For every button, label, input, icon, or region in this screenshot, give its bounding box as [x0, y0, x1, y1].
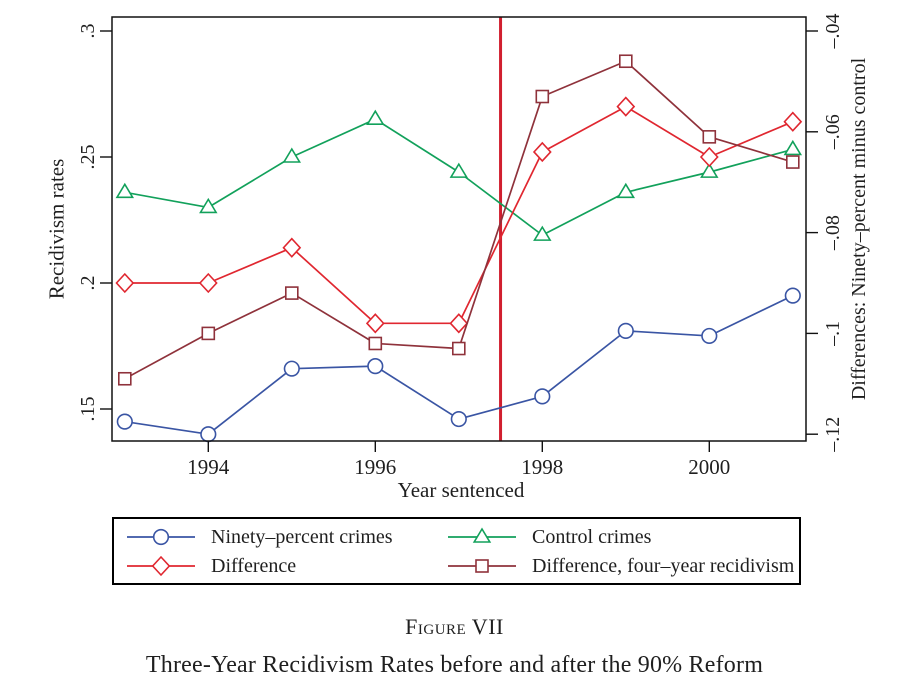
- triangle-marker: [700, 162, 719, 178]
- diamond-marker: [449, 313, 469, 334]
- square-marker: [284, 286, 299, 300]
- left-tick-label: .15: [77, 397, 99, 422]
- series-line: [124, 105, 794, 325]
- left-axis-title: Recidivism rates: [44, 159, 68, 300]
- diamond-marker: [616, 96, 636, 117]
- triangle-marker: [472, 526, 492, 543]
- left-tick-label: .25: [77, 145, 99, 170]
- circle-marker: [116, 413, 133, 430]
- left-tick-label: .2: [77, 276, 99, 291]
- plot-border: [111, 16, 807, 442]
- legend-label-control: Control crimes: [532, 525, 652, 548]
- circle-marker: [534, 388, 551, 405]
- diamond-marker: [699, 146, 719, 168]
- figure-title: Three-Year Recidivism Rates before and a…: [145, 652, 764, 678]
- triangle-marker: [366, 109, 385, 125]
- circle-marker: [152, 528, 170, 545]
- line-square-key-icon: [448, 558, 516, 573]
- diamond-marker: [198, 272, 218, 294]
- square-marker: [785, 155, 800, 169]
- recidivism-line-chart: 1994 1996 1998 2000 Year sentenced .15 .2 .25 .3…: [44, 14, 870, 503]
- square-marker: [118, 371, 132, 386]
- series-3: [118, 54, 800, 386]
- x-tick-label: 1994: [187, 455, 230, 479]
- legend-item-difference: Difference: [114, 553, 435, 579]
- right-axis-title: Differences: Ninety–percent minus contro…: [848, 57, 870, 400]
- x-tick-label: 2000: [688, 455, 730, 479]
- diamond-marker: [365, 313, 385, 334]
- square-marker: [475, 558, 489, 573]
- circle-marker: [450, 410, 467, 428]
- right-tick-label: –.04: [822, 14, 844, 50]
- triangle-marker: [449, 162, 469, 178]
- circle-marker: [200, 426, 217, 443]
- triangle-marker: [115, 182, 135, 199]
- square-marker: [535, 89, 550, 104]
- right-tick-label: –.06: [822, 114, 844, 150]
- right-tick-label: –.08: [822, 215, 844, 251]
- line-diamond-key-icon: [127, 555, 195, 576]
- triangle-marker: [533, 225, 552, 241]
- line-triangle-key-icon: [448, 526, 516, 543]
- diamond-marker: [532, 141, 552, 163]
- chart-legend: Ninety–percent crimes Control crimes Dif…: [112, 517, 801, 585]
- diamond-marker: [115, 272, 135, 294]
- square-marker: [201, 326, 216, 341]
- circle-marker: [784, 287, 801, 304]
- triangle-marker: [199, 197, 218, 214]
- legend-item-control: Control crimes: [435, 524, 799, 550]
- x-tick-label: 1998: [521, 455, 563, 479]
- legend-label-ninety-percent: Ninety–percent crimes: [211, 525, 393, 548]
- left-tick-label: .3: [77, 24, 99, 39]
- square-marker: [368, 336, 383, 351]
- x-tick-label: 1996: [354, 455, 396, 479]
- square-marker: [451, 341, 466, 356]
- square-marker: [702, 130, 717, 144]
- diamond-marker: [783, 111, 803, 132]
- circle-marker: [701, 327, 718, 345]
- figure-number: Figure VII: [405, 614, 504, 639]
- legend-item-difference-four-year: Difference, four–year recidivism: [435, 553, 799, 579]
- square-marker: [618, 54, 633, 69]
- series-2: [115, 96, 803, 334]
- line-circle-key-icon: [127, 528, 195, 545]
- triangle-marker: [282, 147, 302, 163]
- triangle-marker: [616, 182, 636, 199]
- legend-label-difference-four-year: Difference, four–year recidivism: [532, 554, 795, 577]
- circle-marker: [367, 358, 384, 375]
- diamond-marker: [151, 555, 171, 576]
- triangle-marker: [783, 139, 803, 156]
- x-axis-title: Year sentenced: [398, 478, 525, 502]
- right-tick-label: –.1: [822, 321, 844, 347]
- circle-marker: [617, 322, 634, 339]
- right-tick-label: –.12: [822, 417, 844, 453]
- series-1: [115, 109, 803, 241]
- diamond-marker: [282, 237, 302, 258]
- series-0: [116, 287, 801, 443]
- legend-item-ninety-percent: Ninety–percent crimes: [114, 524, 435, 550]
- circle-marker: [283, 360, 300, 377]
- legend-label-difference: Difference: [211, 554, 297, 577]
